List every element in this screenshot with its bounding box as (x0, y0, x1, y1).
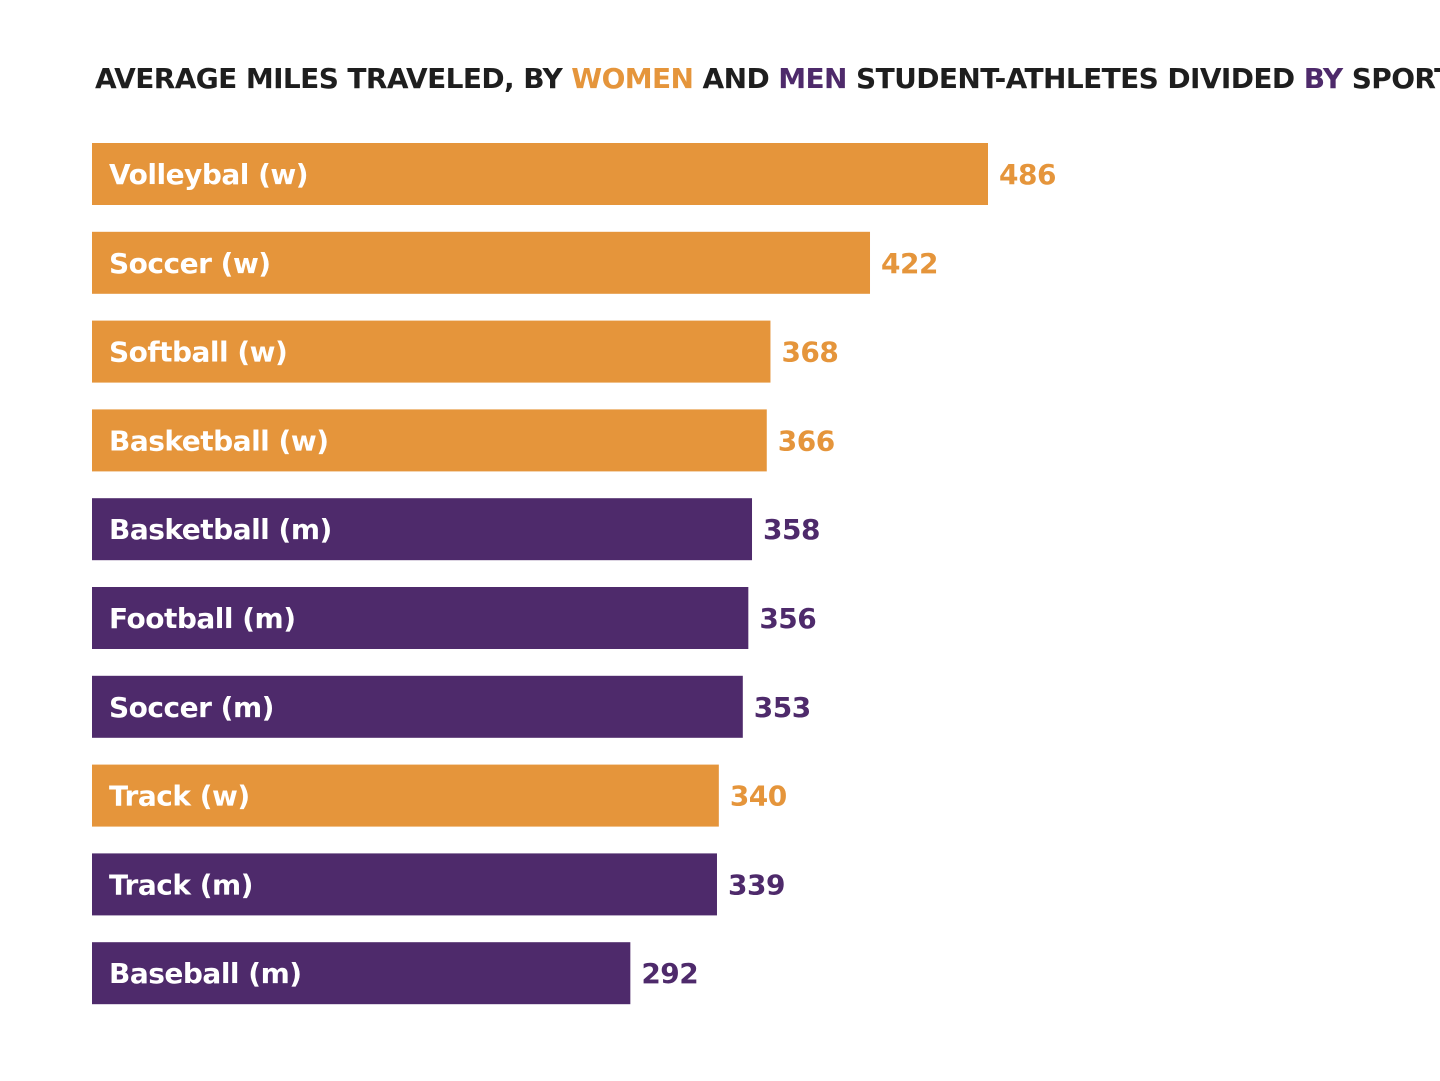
category-label: Football (m) (109, 602, 296, 635)
data-label: 356 (759, 602, 816, 635)
category-label: Soccer (w) (109, 247, 271, 280)
bar (92, 498, 753, 561)
data-label: 486 (999, 158, 1056, 191)
category-label: Basketball (m) (109, 513, 332, 546)
data-label: 366 (778, 424, 835, 457)
data-label: 358 (763, 513, 820, 546)
bar (92, 231, 871, 294)
bar (92, 764, 719, 827)
data-label: 368 (781, 336, 838, 369)
chart-title: AVERAGE MILES TRAVELED, BY WOMEN AND MEN… (95, 62, 1440, 95)
bar (92, 320, 771, 383)
bar (92, 409, 767, 472)
data-label: 292 (641, 957, 698, 990)
category-label: Track (w) (109, 780, 250, 813)
bar (92, 675, 743, 738)
category-label: Softball (w) (109, 336, 287, 369)
title-part: AVERAGE MILES TRAVELED, BY (95, 62, 572, 95)
category-label: Basketball (w) (109, 424, 329, 457)
category-label: Track (m) (109, 868, 253, 901)
bar (92, 143, 988, 205)
title-part: BY (1303, 62, 1343, 95)
data-label: 340 (730, 780, 787, 813)
data-label: 353 (754, 691, 811, 724)
title-part: WOMEN (571, 62, 694, 95)
title-part: STUDENT-ATHLETES DIVIDED (846, 62, 1304, 95)
data-label: 339 (728, 868, 785, 901)
category-label: Soccer (m) (109, 691, 274, 724)
title-part: MEN (778, 62, 847, 95)
title-part: AND (693, 62, 779, 95)
bar (92, 942, 631, 1005)
bar (92, 853, 717, 916)
category-label: Baseball (m) (109, 957, 302, 990)
title-part: SPORTS (1351, 62, 1440, 95)
category-label: Volleybal (w) (109, 158, 308, 191)
data-label: 422 (881, 247, 938, 280)
bar (92, 587, 749, 649)
